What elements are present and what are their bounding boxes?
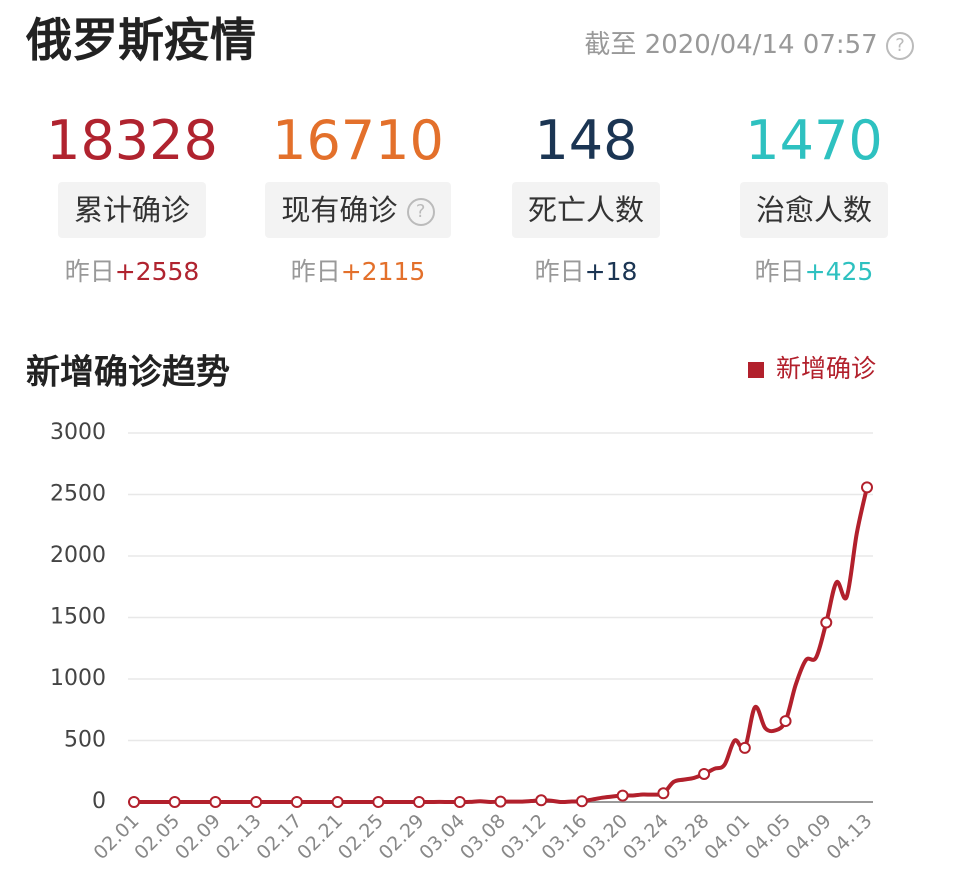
data-point <box>820 616 833 629</box>
legend-swatch <box>748 362 764 378</box>
stat-delta-row: 昨日+2115 <box>248 252 468 288</box>
x-tick-label: 02.05 <box>130 810 184 864</box>
x-tick-label: 03.16 <box>537 810 591 864</box>
x-tick-label: 03.08 <box>456 810 510 864</box>
y-tick-label: 1500 <box>50 605 106 630</box>
update-time: 截至 2020/04/14 07:57 ? <box>584 24 914 61</box>
stat-value: 16710 <box>272 109 444 172</box>
help-icon[interactable]: ? <box>886 31 914 60</box>
stat-value: 1470 <box>745 109 883 172</box>
stat-card: 1470 治愈人数 昨日+425 <box>704 108 924 288</box>
x-tick-label: 02.17 <box>252 810 306 864</box>
y-tick-label: 2500 <box>50 482 106 507</box>
stat-label-box: 治愈人数 <box>739 182 888 238</box>
data-point <box>657 787 670 800</box>
data-point <box>575 795 588 808</box>
y-tick-label: 3000 <box>50 420 106 445</box>
data-point <box>698 767 711 780</box>
data-point <box>331 796 344 808</box>
stat-label-box: 现有确诊 ? <box>265 182 451 238</box>
stat-delta-row: 昨日+18 <box>476 252 696 288</box>
data-point <box>372 796 385 808</box>
delta-prefix: 昨日 <box>290 257 341 286</box>
delta-prefix: 昨日 <box>754 257 805 286</box>
data-point <box>861 481 873 494</box>
stat-label: 现有确诊 <box>281 193 398 227</box>
stat-delta-row: 昨日+425 <box>704 252 924 288</box>
y-tick-label: 500 <box>64 728 106 753</box>
stat-label: 累计确诊 <box>73 193 190 227</box>
delta: +2115 <box>340 257 426 286</box>
delta: +18 <box>584 257 638 286</box>
x-tick-label: 02.21 <box>293 810 347 864</box>
stat-value: 148 <box>534 109 638 172</box>
x-tick-label: 03.28 <box>660 810 714 864</box>
data-point <box>738 741 751 754</box>
y-tick-label: 1000 <box>50 666 106 691</box>
stat-label-box: 累计确诊 <box>57 182 206 238</box>
x-tick-label: 04.09 <box>782 810 836 864</box>
data-point <box>209 796 222 808</box>
delta: +2558 <box>114 257 200 286</box>
stat-card: 148 死亡人数 昨日+18 <box>476 108 696 288</box>
x-tick-label: 03.12 <box>497 810 551 864</box>
chart-title: 新增确诊趋势 <box>26 353 230 393</box>
page-title: 俄罗斯疫情 <box>26 13 256 67</box>
x-tick-label: 02.29 <box>375 810 429 864</box>
legend-label: 新增确诊 <box>776 354 876 383</box>
x-tick-label: 02.25 <box>334 810 388 864</box>
x-tick-label: 04.01 <box>700 810 754 864</box>
stat-card: 16710 现有确诊 ? 昨日+2115 <box>248 108 468 288</box>
data-point <box>128 796 140 808</box>
stat-label: 死亡人数 <box>527 193 644 227</box>
data-point <box>779 715 792 728</box>
delta-prefix: 昨日 <box>534 257 585 286</box>
x-tick-label: 02.09 <box>171 810 225 864</box>
delta: +425 <box>804 257 874 286</box>
y-tick-label: 2000 <box>50 543 106 568</box>
stat-label: 治愈人数 <box>755 193 872 227</box>
data-point <box>413 796 426 808</box>
data-point <box>168 796 181 808</box>
delta-prefix: 昨日 <box>64 257 115 286</box>
data-point <box>494 795 507 808</box>
x-tick-label: 03.24 <box>619 810 673 864</box>
update-text: 截至 2020/04/14 07:57 <box>584 30 878 60</box>
y-tick-label: 0 <box>92 789 106 814</box>
data-point <box>616 789 629 802</box>
help-icon[interactable]: ? <box>406 198 435 226</box>
x-tick-label: 03.04 <box>415 810 469 864</box>
stat-card: 18328 累计确诊 昨日+2558 <box>22 108 242 288</box>
stat-label-box: 死亡人数 <box>511 182 660 238</box>
x-tick-label: 02.13 <box>212 810 266 864</box>
data-point <box>453 796 466 808</box>
data-point <box>535 794 548 807</box>
x-tick-label: 03.20 <box>578 810 632 864</box>
stat-delta-row: 昨日+2558 <box>22 252 242 288</box>
x-tick-label: 04.13 <box>823 810 877 864</box>
data-point <box>290 796 303 808</box>
x-tick-label: 02.01 <box>90 810 144 864</box>
stat-value: 18328 <box>46 109 218 172</box>
data-point <box>250 796 263 808</box>
data-line <box>134 486 869 805</box>
x-tick-label: 04.05 <box>741 810 795 864</box>
